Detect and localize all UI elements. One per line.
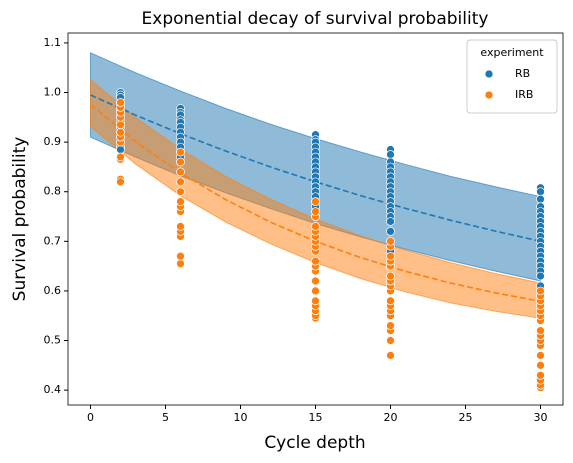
y-tick-label: 0.7 bbox=[44, 234, 62, 247]
point bbox=[176, 147, 185, 157]
y-tick-label: 1.0 bbox=[44, 86, 62, 99]
point bbox=[386, 150, 395, 159]
y-axis-label: Survival probability bbox=[10, 137, 30, 302]
point bbox=[176, 167, 185, 177]
legend-label: RB bbox=[515, 67, 530, 80]
y-tick-label: 0.4 bbox=[44, 383, 62, 396]
point bbox=[536, 187, 545, 197]
fit-line bbox=[90, 94, 541, 243]
point bbox=[176, 157, 185, 167]
point bbox=[386, 351, 395, 360]
x-tick-label: 20 bbox=[384, 411, 398, 424]
point bbox=[176, 187, 185, 197]
point bbox=[176, 222, 185, 231]
point bbox=[176, 251, 185, 261]
x-axis-label: Cycle depth bbox=[264, 433, 365, 453]
point bbox=[386, 271, 395, 281]
legend-label: IRB bbox=[515, 88, 533, 101]
point bbox=[176, 259, 185, 268]
x-tick-label: 25 bbox=[459, 411, 473, 424]
point bbox=[116, 120, 125, 130]
y-tick-label: 0.5 bbox=[44, 334, 62, 347]
point bbox=[176, 197, 185, 206]
x-tick-label: 0 bbox=[87, 411, 94, 424]
point bbox=[536, 271, 545, 281]
point bbox=[116, 152, 125, 162]
legend-title: experiment bbox=[480, 46, 544, 59]
point bbox=[311, 256, 320, 266]
x-tick-label: 15 bbox=[309, 411, 323, 424]
point bbox=[536, 286, 545, 296]
x-tick-label: 30 bbox=[534, 411, 548, 424]
point bbox=[311, 276, 320, 286]
point bbox=[311, 296, 320, 306]
chart-title: Exponential decay of survival probabilit… bbox=[142, 9, 489, 29]
point bbox=[311, 197, 320, 206]
point bbox=[116, 145, 125, 154]
point bbox=[311, 207, 320, 216]
y-tick-label: 0.8 bbox=[44, 185, 62, 198]
point bbox=[176, 177, 185, 187]
x-tick-label: 5 bbox=[162, 411, 169, 424]
legend-marker bbox=[484, 69, 494, 79]
y-tick-label: 0.6 bbox=[44, 284, 62, 297]
point bbox=[386, 251, 395, 261]
point bbox=[536, 351, 545, 360]
point bbox=[386, 296, 395, 306]
y-tick-label: 1.1 bbox=[44, 36, 62, 49]
x-tick-label: 10 bbox=[234, 411, 248, 424]
point bbox=[386, 321, 395, 330]
point bbox=[536, 194, 545, 204]
point bbox=[536, 360, 545, 370]
point bbox=[116, 98, 125, 107]
point bbox=[386, 236, 395, 246]
point bbox=[116, 127, 125, 137]
point bbox=[536, 370, 545, 380]
point bbox=[536, 326, 545, 335]
point bbox=[311, 222, 320, 231]
point bbox=[386, 336, 395, 345]
point bbox=[311, 286, 320, 296]
y-tick-label: 0.9 bbox=[44, 135, 62, 148]
legend-marker bbox=[484, 90, 494, 100]
point bbox=[116, 177, 125, 187]
point bbox=[386, 227, 395, 236]
point bbox=[386, 217, 395, 226]
